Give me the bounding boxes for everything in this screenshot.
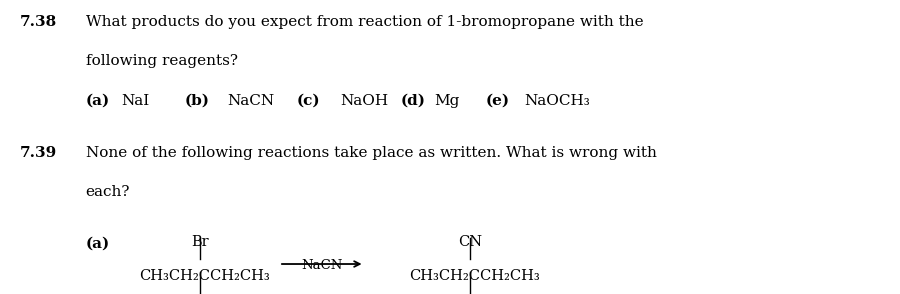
Text: What products do you expect from reaction of 1-bromopropane with the: What products do you expect from reactio…	[86, 15, 644, 29]
Text: (d): (d)	[400, 94, 426, 108]
Text: CH₃CH₂CCH₂CH₃: CH₃CH₂CCH₂CH₃	[140, 269, 270, 283]
Text: following reagents?: following reagents?	[86, 54, 238, 69]
Text: (e): (e)	[486, 94, 510, 108]
Text: (b): (b)	[184, 94, 210, 108]
Text: 7.39: 7.39	[20, 146, 57, 160]
Text: NaI: NaI	[122, 94, 149, 108]
Text: Mg: Mg	[435, 94, 460, 108]
Text: None of the following reactions take place as written. What is wrong with: None of the following reactions take pla…	[86, 146, 656, 160]
Text: NaCN: NaCN	[228, 94, 274, 108]
Text: Br: Br	[191, 235, 209, 249]
Text: CH₃CH₂CCH₂CH₃: CH₃CH₂CCH₂CH₃	[410, 269, 540, 283]
Text: CN: CN	[458, 235, 482, 249]
Text: (a): (a)	[86, 237, 110, 251]
Text: 7.38: 7.38	[20, 15, 57, 29]
Text: NaOCH₃: NaOCH₃	[525, 94, 590, 108]
Text: NaCN: NaCN	[302, 259, 342, 272]
Text: (c): (c)	[297, 94, 320, 108]
Text: each?: each?	[86, 185, 130, 199]
Text: (a): (a)	[86, 94, 110, 108]
Text: NaOH: NaOH	[340, 94, 388, 108]
